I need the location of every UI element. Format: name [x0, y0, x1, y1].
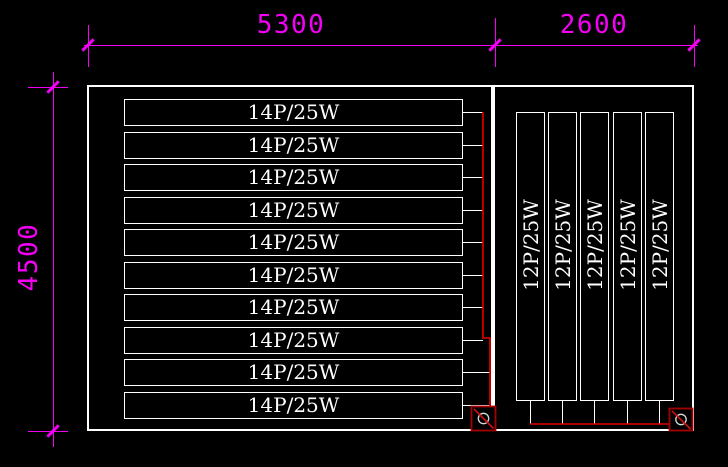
bar-connection-tick — [462, 210, 483, 211]
horizontal-equipment-bar: 14P/25W — [124, 262, 463, 289]
bar-connection-tick — [659, 400, 660, 424]
bar-connection-tick — [462, 242, 483, 243]
bar-connection-tick — [462, 145, 483, 146]
dim-line-left — [53, 72, 54, 447]
dim-extension-top — [28, 87, 68, 88]
horizontal-equipment-bar: 14P/25W — [124, 164, 463, 191]
horizontal-equipment-bar: 14P/25W — [124, 229, 463, 256]
vertical-equipment-bar — [548, 112, 577, 401]
vertical-bar-label: 12P/25W — [647, 199, 672, 291]
dim-value-2600: 2600 — [559, 10, 629, 40]
bar-connection-tick — [462, 372, 490, 373]
vertical-bar-label: 12P/25W — [550, 199, 575, 291]
vertical-equipment-bar — [613, 112, 642, 401]
horizontal-equipment-bar: 14P/25W — [124, 294, 463, 321]
bar-connection-tick — [562, 400, 563, 424]
dim-value-5300: 5300 — [256, 10, 326, 40]
bar-connection-tick — [462, 340, 483, 341]
horizontal-equipment-bar: 14P/25W — [124, 197, 463, 224]
horizontal-equipment-bar: 14P/25W — [124, 392, 463, 419]
bar-connection-tick — [462, 275, 483, 276]
dim-line-top — [84, 45, 698, 46]
vertical-bar-label: 12P/25W — [582, 199, 607, 291]
horizontal-equipment-bar: 14P/25W — [124, 359, 463, 386]
vertical-equipment-bar — [516, 112, 545, 401]
vertical-bar-label: 12P/25W — [518, 199, 543, 291]
bar-connection-tick — [462, 112, 483, 113]
horizontal-equipment-bar: 14P/25W — [124, 132, 463, 159]
dim-extension-bottom — [28, 431, 68, 432]
left-room-outline — [87, 85, 493, 431]
horizontal-equipment-bar: 14P/25W — [124, 99, 463, 126]
bar-connection-tick — [462, 177, 483, 178]
right-room-outline — [493, 85, 694, 431]
horizontal-equipment-bar: 14P/25W — [124, 327, 463, 354]
bar-connection-tick — [627, 400, 628, 424]
bar-connection-tick — [594, 400, 595, 424]
vertical-equipment-bar — [580, 112, 609, 401]
vertical-bar-label: 12P/25W — [615, 199, 640, 291]
bar-connection-tick — [462, 405, 490, 406]
dim-value-4500: 4500 — [14, 222, 44, 292]
vertical-equipment-bar — [645, 112, 674, 401]
bar-connection-tick — [462, 307, 483, 308]
bar-connection-tick — [530, 400, 531, 424]
